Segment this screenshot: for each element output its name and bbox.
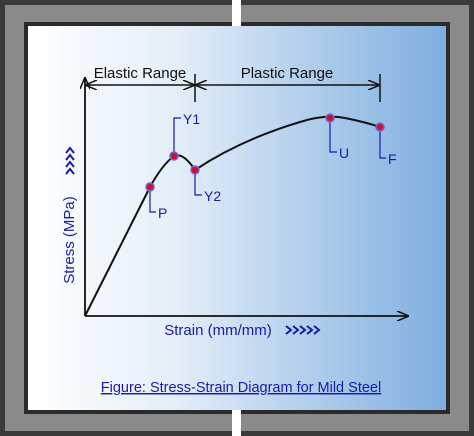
panel [28,26,446,410]
notch-bottom [232,410,241,436]
leader-p [149,187,156,213]
points [145,113,385,192]
leader-u [329,118,337,153]
point-label: Y2 [204,188,221,204]
point-f [375,122,385,132]
leader-f [379,127,386,159]
plastic-range-label: Plastic Range [241,65,334,82]
point-label: P [158,205,167,221]
point-p [145,182,155,192]
point-label: U [339,145,349,161]
point-label: Y1 [183,111,200,127]
notch-top [232,0,241,26]
point-u [325,113,335,123]
point-y1 [169,151,179,161]
leader-y2 [194,170,202,196]
leaders [149,117,386,213]
y-axis-label: Stress (MPa) [61,196,78,284]
y-chevrons [65,146,75,175]
x-chevrons [285,325,321,335]
point-label: F [388,151,397,167]
leader-y1 [173,117,181,156]
x-axis-label: Strain (mm/mm) [164,322,272,339]
elastic-range-label: Elastic Range [94,65,187,82]
point-y2 [190,165,200,175]
caption: Figure: Stress-Strain Diagram for Mild S… [101,380,381,396]
